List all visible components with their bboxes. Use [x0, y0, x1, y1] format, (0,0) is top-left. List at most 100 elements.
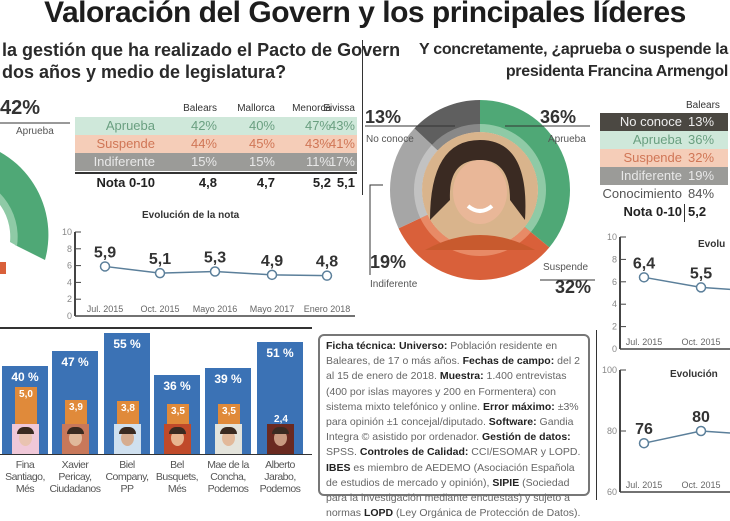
row-value: 41% — [328, 136, 355, 151]
y-tick-label: 80 — [607, 426, 617, 436]
leader-name-line: Mae de la — [207, 459, 249, 471]
data-point — [266, 269, 278, 281]
data-point — [154, 267, 166, 279]
ficha-key: Software: — [488, 416, 537, 429]
ficha-text: Gandia Integra © asistido por ordenador. — [326, 416, 574, 444]
data-point — [638, 272, 650, 283]
row-label: No conoce — [619, 114, 682, 129]
divider — [0, 327, 312, 329]
line-chart-armengol-nota: 0 2 4 6 8 10 Evolu 6,4 Jul. 2015 5,5 Oct. 2015 — [607, 232, 730, 354]
donut-segment-suspende — [0, 262, 6, 274]
line-chart-armengol-conocimiento: 60 80 100 Evolución 76 Jul. 2015 80 Oct. 2015 — [602, 365, 730, 497]
x-tick-label: Oct. 2015 — [140, 304, 179, 314]
leader-name-line: PP — [120, 483, 134, 495]
leader-name-line: Pericay, — [58, 471, 92, 483]
row-label: Aprueba — [105, 118, 155, 133]
leader-photo — [215, 423, 242, 454]
leader-photo — [164, 423, 191, 454]
line-chart-nota: 0 2 4 6 8 10 Evolución de la nota 5,9 Jul. 2015 5… — [62, 210, 355, 321]
data-label: 76 — [635, 421, 653, 438]
right-table: Balears No conoce 13% Aprueba 36% Suspende 32%… — [600, 100, 728, 225]
divider — [0, 454, 312, 455]
donut-label-indiferente-pct: 19% — [370, 252, 407, 272]
y-tick-label: 10 — [62, 227, 72, 237]
ficha-text: 1.400 entrevistas (400 por islas mayores… — [326, 370, 567, 413]
ficha-text: CCI/ESOMAR y LOPD. — [468, 446, 581, 459]
x-tick-label: Jul. 2015 — [87, 304, 124, 314]
nota-label: 3,5 — [171, 406, 185, 418]
row-value: 5,2 — [688, 204, 707, 219]
left-donut — [0, 122, 70, 274]
leader-name-line: Més — [15, 483, 35, 495]
row-value: 47% — [304, 118, 331, 133]
row-value: 40% — [248, 118, 275, 133]
donut-label-suspende: Suspende — [543, 262, 589, 273]
ficha-tecnica: Ficha técnica: Universo: Población resid… — [318, 334, 590, 519]
data-label: 5,1 — [149, 251, 171, 268]
row-value: 4,7 — [256, 175, 275, 190]
photo-face — [453, 160, 507, 224]
y-tick-label: 4 — [67, 277, 72, 287]
divider — [684, 204, 685, 222]
row-value: 4,8 — [198, 175, 217, 190]
row-value: 32% — [688, 150, 715, 165]
photo-hair — [430, 140, 526, 220]
leader-name: Bel Busquets, Més — [149, 459, 205, 495]
nota-label: 5,0 — [19, 389, 33, 401]
photo-hair — [67, 426, 84, 434]
row-value: 36% — [688, 132, 715, 147]
donut-label-suspende-pct: 32% — [555, 277, 592, 297]
photo-jacket — [425, 235, 535, 250]
bar-nota: 2,4 — [270, 414, 292, 424]
bar-nota: 3,8 — [117, 401, 139, 424]
donut-segment-aprueba — [480, 100, 570, 248]
ficha-key: SIPIE — [492, 476, 520, 489]
divider — [596, 330, 597, 500]
row-value: 44% — [190, 136, 217, 151]
row-value: 11% — [305, 154, 331, 169]
x-tick-label: Oct. 2015 — [681, 337, 720, 347]
bar-nota: 3,5 — [167, 404, 189, 424]
bar-approval: 47 % 3,9 — [52, 350, 98, 454]
photo-face — [274, 429, 287, 446]
data-point — [638, 437, 650, 449]
row-label: Nota 0-10 — [96, 175, 155, 190]
left-question-line2: dos años y medio de legislatura? — [2, 62, 287, 82]
table-row-suspende: Suspende 32% — [600, 149, 728, 167]
table-header: Balears — [686, 100, 720, 111]
ficha-key: Error máximo: — [483, 400, 555, 413]
table-row-nota: Nota 0-10 4,8 4,7 5,2 5,1 — [75, 172, 357, 192]
photo-face — [222, 429, 235, 446]
row-label: Indiferente — [620, 168, 682, 183]
leader-name-line: Més — [167, 483, 187, 495]
bar-approval: 40 % 5,0 — [2, 366, 48, 454]
nota-label: 3,9 — [69, 401, 83, 413]
row-value: 5,2 — [312, 175, 331, 190]
y-tick-label: 2 — [67, 294, 72, 304]
row-label: Suspende — [96, 136, 155, 151]
table-row-aprueba: Aprueba 36% — [600, 131, 728, 149]
data-label: 80 — [692, 409, 710, 426]
table-header: Menorca — [292, 103, 331, 114]
nota-label: 3,5 — [222, 406, 236, 418]
y-tick-label: 8 — [612, 254, 617, 264]
leader-name-line: Fina — [15, 459, 35, 471]
ficha-text: es miembro de AEDEMO (Asociación Español… — [326, 461, 575, 489]
series-line — [643, 276, 702, 289]
leader-name: Mae de la Concha, Podemos — [200, 459, 256, 495]
nota-label: 3,8 — [121, 403, 135, 414]
donut-label-no-conoce-pct: 13% — [365, 107, 402, 127]
data-point — [99, 261, 111, 272]
row-value: 15% — [248, 154, 275, 169]
ficha-key: Gestión de datos: — [482, 431, 571, 444]
data-label: 5,3 — [204, 249, 226, 266]
x-tick-label: Jul. 2015 — [626, 480, 663, 490]
data-label: 4,8 — [316, 254, 338, 271]
photo-face — [121, 430, 134, 446]
leader-photo — [62, 423, 89, 454]
row-value: 19% — [688, 168, 715, 183]
leaders-bar-chart: 40 % 5,0 Fina Santiago, Més 47 % 3,9 Xavier Peri… — [0, 0, 315, 500]
row-value: 45% — [248, 136, 275, 151]
row-value: 84% — [688, 186, 715, 201]
row-value: 13% — [688, 114, 715, 129]
